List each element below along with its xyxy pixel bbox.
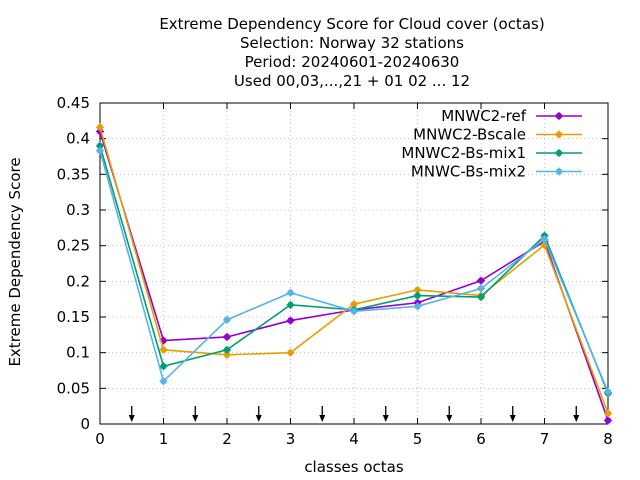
legend-entry: MNWC-Bs-mix2: [411, 163, 582, 181]
data-point: [477, 276, 485, 285]
chart-title: Extreme Dependency Score for Cloud cover…: [159, 15, 544, 90]
data-point: [350, 307, 358, 316]
arrow-head: [192, 415, 199, 422]
y-tick-label: 0.3: [66, 201, 90, 219]
x-tick-label: 2: [222, 430, 232, 448]
plot-frame: [99, 102, 609, 425]
legend-marker: [555, 130, 563, 139]
data-point: [223, 332, 231, 341]
legend-label: MNWC2-Bscale: [413, 126, 526, 144]
series-line: [99, 127, 609, 414]
y-tick-label: 0: [80, 415, 90, 433]
legend-marker: [555, 149, 563, 157]
data-point: [223, 350, 231, 359]
data-point: [604, 387, 612, 396]
axes: 0 0.05 0.1 0.15 0.2 0.25 0.3 0.35 0.4 0.45 0 1 2 3 4 5 6…: [57, 94, 613, 448]
y-tick-label: 0.2: [66, 272, 90, 290]
legend-label: MNWC-Bs-mix2: [411, 163, 526, 181]
data-point: [286, 348, 295, 357]
data-point: [159, 377, 168, 386]
data-point: [223, 315, 231, 324]
data-point: [96, 146, 104, 155]
data-point: [413, 291, 422, 300]
arrow-head: [573, 415, 580, 422]
legend-label: MNWC2-Bs-mix1: [401, 144, 526, 162]
legend: MNWC2-refMNWC2-BscaleMNWC2-Bs-mix1MNWC-B…: [401, 107, 582, 181]
data-point: [96, 123, 104, 132]
arrow-head: [255, 415, 262, 422]
y-tick-label: 0.4: [66, 130, 90, 148]
title-line-4: Used 00,03,...,21 + 01 02 ... 12: [234, 72, 470, 90]
y-tick-label: 0.1: [66, 344, 90, 362]
y-tick-label: 0.45: [57, 94, 90, 112]
arrow-head: [382, 415, 389, 422]
arrow-markers: [128, 406, 580, 422]
legend-marker: [555, 167, 563, 176]
data-point: [223, 345, 231, 354]
title-line-1: Extreme Dependency Score for Cloud cover…: [159, 15, 544, 33]
data-point: [159, 362, 168, 371]
y-axis-label: Extreme Dependency Score: [6, 157, 24, 366]
legend-entry: MNWC2-ref: [441, 107, 582, 125]
series-MNWC-Bs-mix2: [96, 146, 612, 396]
x-tick-label: 4: [349, 430, 359, 448]
title-line-2: Selection: Norway 32 stations: [240, 34, 464, 52]
data-point: [286, 316, 295, 325]
x-tick-label: 7: [540, 430, 550, 448]
x-axis-label: classes octas: [304, 458, 404, 476]
series-group: [96, 123, 612, 425]
legend-label: MNWC2-ref: [441, 107, 526, 125]
data-point: [159, 345, 168, 354]
legend-marker: [555, 112, 563, 120]
arrow-head: [319, 415, 326, 422]
title-line-3: Period: 20240601-20240630: [245, 53, 460, 71]
legend-entry: MNWC2-Bscale: [413, 126, 582, 144]
data-point: [604, 416, 612, 425]
series-MNWC2-Bs-mix1: [96, 141, 612, 398]
arrow-head: [446, 415, 453, 422]
data-point: [286, 300, 295, 309]
x-tick-label: 6: [476, 430, 486, 448]
series-line: [99, 145, 609, 394]
data-point: [477, 284, 485, 293]
data-point: [604, 409, 612, 418]
x-tick-label: 1: [159, 430, 169, 448]
grid: [100, 103, 608, 424]
data-point: [477, 293, 485, 302]
x-tick-label: 3: [286, 430, 296, 448]
data-point: [540, 235, 549, 244]
data-point: [286, 288, 295, 297]
x-tick-label: 8: [603, 430, 613, 448]
y-tick-label: 0.25: [57, 237, 90, 255]
x-tick-label: 0: [95, 430, 105, 448]
x-tick-label: 5: [413, 430, 423, 448]
y-tick-label: 0.35: [57, 165, 90, 183]
y-tick-label: 0.05: [57, 379, 90, 397]
arrow-head: [128, 415, 135, 422]
y-tick-label: 0.15: [57, 308, 90, 326]
arrow-head: [509, 415, 516, 422]
legend-entry: MNWC2-Bs-mix1: [401, 144, 582, 162]
data-point: [413, 302, 422, 311]
